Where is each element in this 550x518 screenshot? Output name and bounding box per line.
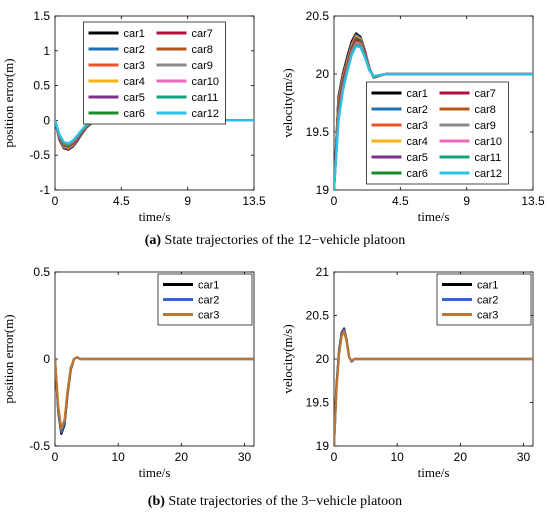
legend-label-car10: car10 xyxy=(475,136,503,148)
legend-label-car12: car12 xyxy=(475,168,503,180)
x-tick-label: 20 xyxy=(454,450,468,464)
y-tick-label: 0 xyxy=(43,352,50,366)
x-axis-label: time/s xyxy=(418,465,450,480)
legend-label-car3: car3 xyxy=(407,120,428,132)
y-tick-label: -0.5 xyxy=(29,148,50,162)
x-tick-label: 30 xyxy=(517,450,531,464)
y-tick-label: 21 xyxy=(316,265,330,279)
legend-label-car3: car3 xyxy=(198,310,219,322)
legend: car1 car2 car3 xyxy=(157,273,253,326)
legend-label-car2: car2 xyxy=(477,295,498,307)
series-line-car3 xyxy=(334,330,533,446)
y-axis-label: position error(m) xyxy=(1,314,16,403)
chart-b-vel: 0 10 20 30 19 19.5 20 20.5 21 time/s velocity(m/s)… xyxy=(280,265,534,480)
y-tick-label: 20 xyxy=(316,67,330,81)
y-tick-label: -0.5 xyxy=(29,439,50,453)
x-tick-label: 0 xyxy=(52,194,59,208)
legend-label-car7: car7 xyxy=(192,28,213,40)
legend-label-car2: car2 xyxy=(407,104,428,116)
legend-label-car9: car9 xyxy=(475,120,496,132)
legend-label-car1: car1 xyxy=(407,88,428,100)
x-tick-label: 13.5 xyxy=(521,194,545,208)
legend-label-car6: car6 xyxy=(124,108,145,120)
series-group xyxy=(55,356,254,435)
y-tick-label: 0 xyxy=(43,113,50,127)
caption-b-text: State trajectories of the 3−vehicle plat… xyxy=(164,494,403,509)
legend-label-car3: car3 xyxy=(124,60,145,72)
x-tick-label: 0 xyxy=(52,450,59,464)
y-tick-label: 1.5 xyxy=(33,9,50,23)
x-axis-label: time/s xyxy=(139,465,171,480)
y-tick-label: 19 xyxy=(316,183,330,197)
caption-a-tag: (a) xyxy=(144,233,162,248)
series-line-car3 xyxy=(55,356,254,430)
y-tick-label: 20 xyxy=(316,352,330,366)
caption-b-tag: (b) xyxy=(147,494,165,509)
y-tick-label: 19 xyxy=(316,439,330,453)
series-line-car12 xyxy=(334,45,533,190)
legend: car1 car2 car3 xyxy=(436,273,532,326)
x-tick-label: 20 xyxy=(175,450,189,464)
legend-label-car7: car7 xyxy=(475,88,496,100)
x-tick-label: 4.5 xyxy=(392,194,409,208)
legend-label-car5: car5 xyxy=(407,152,428,164)
legend-label-car8: car8 xyxy=(475,104,496,116)
y-tick-label: 20.5 xyxy=(306,309,330,323)
legend-label-car12: car12 xyxy=(192,108,220,120)
legend-label-car4: car4 xyxy=(407,136,428,148)
x-tick-label: 9 xyxy=(184,194,191,208)
y-tick-label: 0.5 xyxy=(33,79,50,93)
x-tick-label: 4.5 xyxy=(113,194,130,208)
x-axis-label: time/s xyxy=(139,209,171,224)
legend-label-car8: car8 xyxy=(192,44,213,56)
series-group xyxy=(334,327,533,446)
series-group xyxy=(334,32,533,190)
legend-label-car3: car3 xyxy=(477,310,498,322)
legend-label-car9: car9 xyxy=(192,60,213,72)
legend-label-car10: car10 xyxy=(192,76,220,88)
legend-label-car2: car2 xyxy=(198,295,219,307)
chart-a-pos: 0 4.5 9 13.5 -1 -0.5 0 0.5 1 1.5 time/s position er… xyxy=(1,9,266,224)
y-axis-label: velocity(m/s) xyxy=(280,68,295,137)
legend: car1 car2 car3 car4 car5 car6 car7 car8 car9 car1… xyxy=(366,81,509,185)
y-tick-label: 19.5 xyxy=(306,125,330,139)
legend-label-car11: car11 xyxy=(192,92,219,104)
x-tick-label: 13.5 xyxy=(242,194,266,208)
x-tick-label: 9 xyxy=(463,194,470,208)
y-tick-label: -1 xyxy=(39,183,50,197)
caption-a: (a) State trajectories of the 12−vehicle… xyxy=(0,233,550,249)
x-tick-label: 10 xyxy=(390,450,404,464)
x-tick-label: 0 xyxy=(331,194,338,208)
y-tick-label: 1 xyxy=(43,44,50,58)
y-tick-label: 0.5 xyxy=(33,265,50,279)
legend-label-car1: car1 xyxy=(124,28,145,40)
legend-label-car11: car11 xyxy=(475,152,502,164)
chart-a-vel: 0 4.5 9 13.5 19 19.5 20 20.5 time/s velocity(m/s)… xyxy=(280,9,545,224)
legend-box xyxy=(366,81,509,185)
y-tick-label: 19.5 xyxy=(306,396,330,410)
legend-label-car4: car4 xyxy=(124,76,145,88)
y-axis-label: position error(m) xyxy=(1,58,16,147)
legend-box xyxy=(83,21,226,125)
legend-label-car1: car1 xyxy=(477,280,498,292)
x-tick-label: 30 xyxy=(238,450,252,464)
x-tick-label: 0 xyxy=(331,450,338,464)
legend-label-car5: car5 xyxy=(124,92,145,104)
caption-b: (b) State trajectories of the 3−vehicle … xyxy=(0,494,550,510)
x-axis-label: time/s xyxy=(418,209,450,224)
y-tick-label: 20.5 xyxy=(306,9,330,23)
legend-label-car1: car1 xyxy=(198,280,219,292)
legend: car1 car2 car3 car4 car5 car6 car7 car8 car9 car1… xyxy=(83,21,226,125)
legend-label-car6: car6 xyxy=(407,168,428,180)
y-axis-label: velocity(m/s) xyxy=(280,324,295,393)
caption-a-text: State trajectories of the 12−vehicle pla… xyxy=(161,233,406,248)
legend-label-car2: car2 xyxy=(124,44,145,56)
x-tick-label: 10 xyxy=(111,450,125,464)
